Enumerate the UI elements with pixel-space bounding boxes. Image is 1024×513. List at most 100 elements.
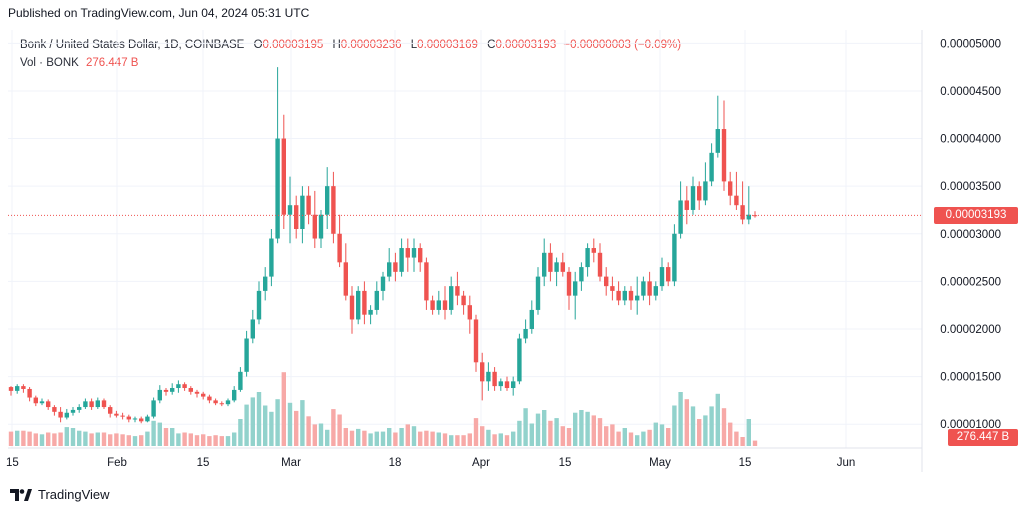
volume-bar — [269, 411, 274, 446]
volume-bar — [597, 418, 603, 446]
volume-bar — [380, 431, 386, 446]
volume-bar — [728, 422, 733, 446]
volume-bar — [424, 430, 429, 446]
candle-body — [70, 409, 76, 413]
volume-bar — [337, 414, 342, 446]
candle-body — [139, 418, 144, 422]
volume-bar — [684, 399, 689, 446]
candle-body — [182, 384, 187, 389]
volume-bar — [15, 430, 20, 446]
candle-body — [504, 381, 510, 389]
candle-body — [517, 338, 522, 382]
volume-bar — [362, 430, 367, 446]
volume-bar — [492, 434, 497, 446]
volume-bar — [188, 433, 193, 446]
candle-body — [585, 248, 590, 268]
x-tick-label: Feb — [107, 457, 127, 469]
candle-body — [666, 267, 671, 282]
candle-body — [188, 388, 193, 392]
volume-bar — [610, 424, 615, 446]
volume-bar — [591, 415, 596, 446]
candle-body — [157, 389, 162, 401]
open-value: 0.00003195 — [262, 39, 324, 51]
close-label: C — [487, 39, 496, 51]
candle-body — [604, 276, 609, 287]
volume-bar — [734, 431, 739, 446]
volume-bar — [306, 416, 311, 446]
volume-bar — [114, 433, 119, 446]
candle-body — [108, 407, 113, 414]
volume-bar — [442, 433, 448, 446]
volume-bar — [39, 434, 45, 446]
candle-body — [542, 252, 547, 277]
candle-body — [114, 413, 119, 416]
candle-body — [728, 181, 733, 196]
volume-bar — [666, 428, 671, 446]
symbol-legend: Bonk / United States Dollar, 1D, COINBAS… — [20, 39, 681, 51]
volume-bar — [529, 423, 534, 446]
volume-bar — [101, 432, 107, 446]
candle-body — [610, 286, 615, 291]
candle-body — [591, 248, 596, 253]
volume-bar — [511, 431, 516, 446]
volume-bar — [27, 431, 32, 446]
candle-body — [263, 276, 268, 291]
candle-body — [554, 262, 559, 272]
volume-bar — [498, 433, 503, 446]
volume-bar — [95, 432, 100, 446]
candle-body — [163, 389, 169, 392]
candle-body — [380, 276, 386, 291]
volume-bar — [678, 392, 683, 446]
volume-bar — [275, 399, 280, 446]
candle-body — [58, 411, 63, 418]
candle-body — [566, 271, 572, 296]
volume-bar — [349, 430, 355, 446]
volume-bar — [622, 428, 627, 446]
candle-body — [511, 381, 516, 389]
volume-bar — [455, 435, 460, 446]
volume-bar — [542, 410, 547, 446]
volume-bar — [709, 406, 714, 446]
volume-bar — [473, 418, 479, 446]
candle-body — [424, 262, 429, 301]
volume-bar — [294, 410, 299, 446]
candle-body — [343, 262, 348, 296]
candle-body — [306, 195, 311, 215]
footer[interactable]: TradingView — [10, 487, 110, 502]
candle-body — [250, 319, 255, 339]
candle-body — [430, 300, 435, 310]
volume-bar — [300, 400, 305, 446]
published-header: Published on TradingView.com, Jun 04, 20… — [8, 6, 310, 20]
volume-bar — [616, 431, 621, 446]
volume-bar — [281, 372, 286, 446]
candle-body — [362, 290, 367, 315]
volume-bar — [33, 433, 38, 446]
candle-body — [15, 386, 20, 391]
volume-bar — [672, 405, 677, 446]
candle-body — [523, 328, 528, 339]
volume-bar — [659, 424, 665, 446]
candle-body — [548, 252, 553, 272]
candle-body — [461, 295, 466, 306]
volume-bar — [225, 436, 231, 446]
candle-body — [145, 416, 150, 422]
candle-body — [89, 401, 94, 408]
candle-body — [703, 181, 708, 201]
volume-bar — [46, 432, 51, 446]
volume-bar — [486, 429, 491, 446]
candle-body — [436, 300, 441, 310]
candle-body — [27, 388, 32, 398]
volume-bar — [70, 428, 76, 446]
candle-body — [201, 393, 206, 397]
volume-bar — [517, 420, 522, 446]
volume-bar — [213, 435, 218, 446]
x-tick-label: 15 — [739, 457, 752, 469]
volume-bar — [641, 431, 646, 446]
y-tick-label: 0.00001500 — [940, 372, 1001, 384]
candle-body — [709, 152, 714, 182]
candle-body — [176, 384, 181, 389]
volume-bar — [89, 433, 94, 446]
volume-bar — [368, 433, 373, 446]
candle-body — [244, 338, 249, 372]
